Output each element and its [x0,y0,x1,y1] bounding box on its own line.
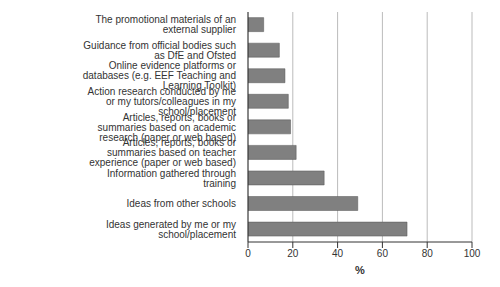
svg-text:Articles, reports, books orsum: Articles, reports, books orsummaries bas… [89,137,236,168]
svg-text:80: 80 [422,248,434,259]
svg-text:20: 20 [287,248,299,259]
svg-text:Information gathered throughtr: Information gathered throughtraining [107,168,236,189]
svg-text:40: 40 [332,248,344,259]
svg-text:Ideas generated by me or mysch: Ideas generated by me or myschool/placem… [106,219,236,240]
svg-text:%: % [355,264,365,276]
svg-text:100: 100 [464,248,481,259]
svg-text:Ideas from other schools: Ideas from other schools [127,198,237,209]
svg-text:The promotional materials of a: The promotional materials of anexternal … [95,14,236,35]
svg-text:0: 0 [245,248,251,259]
svg-text:Guidance from official bodies: Guidance from official bodies suchas DfE… [83,40,236,61]
svg-text:60: 60 [377,248,389,259]
